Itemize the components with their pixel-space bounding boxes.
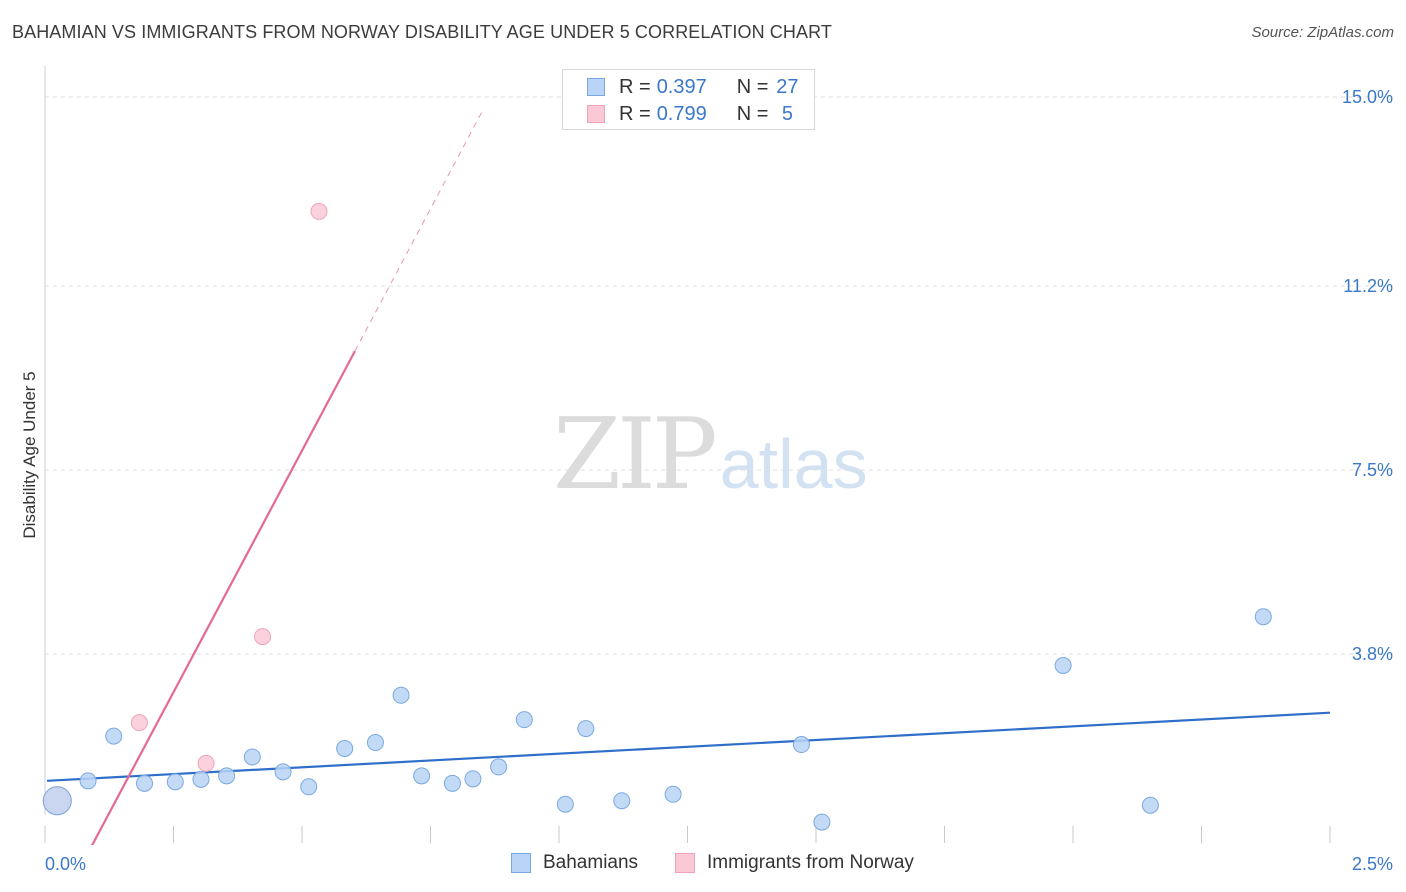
point-bahamians bbox=[79, 772, 97, 790]
point-bahamians bbox=[464, 770, 482, 788]
point-bahamians bbox=[218, 767, 236, 785]
tick-label-layer: 3.8% 7.5% 11.2% 15.0% 0.0% 2.5% bbox=[45, 87, 1393, 874]
point-bahamians bbox=[413, 767, 431, 785]
point-bahamians bbox=[556, 795, 574, 813]
point-norway bbox=[197, 754, 215, 772]
y-tick-label: 11.2% bbox=[1343, 276, 1393, 296]
watermark-zip: ZIP bbox=[553, 398, 718, 512]
trend-line-norway bbox=[90, 350, 356, 845]
trend-line-bahamians bbox=[46, 711, 1331, 782]
point-bahamians bbox=[42, 786, 72, 816]
n-value-bahamians: 27 bbox=[776, 75, 799, 98]
point-norway bbox=[310, 202, 328, 220]
point-bahamians bbox=[166, 773, 184, 791]
watermark: ZIPatlas bbox=[553, 398, 868, 512]
point-bahamians bbox=[1141, 796, 1159, 814]
x-tick-label: 2.5% bbox=[1352, 854, 1393, 874]
point-bahamians bbox=[300, 778, 318, 796]
y-tick-label: 15.0% bbox=[1342, 87, 1393, 107]
n-value-norway: 5 bbox=[781, 102, 793, 125]
point-bahamians bbox=[366, 734, 384, 752]
point-bahamians bbox=[243, 748, 261, 766]
legend-item-bahamians[interactable]: Bahamians bbox=[511, 852, 638, 874]
correlation-legend: R = 0.397 N = 27 R = 0.799 N = 5 bbox=[562, 69, 815, 130]
chart-title: BAHAMIAN VS IMMIGRANTS FROM NORWAY DISAB… bbox=[12, 22, 832, 42]
point-bahamians bbox=[1054, 656, 1072, 674]
point-bahamians bbox=[1254, 608, 1272, 626]
point-bahamians bbox=[192, 770, 210, 788]
point-bahamians bbox=[274, 763, 292, 781]
x-tick-label: 0.0% bbox=[45, 854, 86, 874]
point-bahamians bbox=[443, 774, 461, 792]
watermark-atlas: atlas bbox=[719, 425, 868, 503]
point-norway bbox=[130, 714, 148, 732]
series-legend: Bahamians Immigrants from Norway bbox=[0, 852, 1406, 878]
axis-layer bbox=[44, 66, 1331, 843]
legend-row-norway: R = 0.799 N = 5 bbox=[587, 102, 800, 126]
legend-swatch-blue bbox=[587, 78, 605, 96]
point-bahamians bbox=[577, 720, 595, 738]
point-bahamians bbox=[813, 813, 831, 831]
r-value-bahamians: 0.397 bbox=[656, 75, 707, 98]
legend-swatch-pink bbox=[587, 105, 605, 123]
point-bahamians bbox=[613, 792, 631, 810]
legend-swatch-norway bbox=[675, 853, 695, 873]
point-layer bbox=[42, 202, 1272, 831]
r-value-norway: 0.799 bbox=[656, 102, 707, 125]
source-label: Source: ZipAtlas.com bbox=[1251, 24, 1394, 41]
point-bahamians bbox=[792, 736, 810, 754]
trend-line-norway-extension bbox=[354, 109, 484, 352]
point-bahamians bbox=[664, 785, 682, 803]
point-bahamians bbox=[136, 774, 154, 792]
y-tick-label: 7.5% bbox=[1352, 460, 1393, 480]
point-bahamians bbox=[392, 686, 410, 704]
y-tick-label: 3.8% bbox=[1352, 644, 1393, 664]
point-bahamians bbox=[515, 711, 533, 729]
point-norway bbox=[254, 628, 272, 646]
point-bahamians bbox=[336, 740, 354, 758]
legend-row-bahamians: R = 0.397 N = 27 bbox=[587, 75, 800, 99]
y-axis-label: Disability Age Under 5 bbox=[20, 371, 39, 539]
legend-swatch-bahamians bbox=[511, 853, 531, 873]
trend-layer bbox=[46, 109, 1331, 845]
point-bahamians bbox=[105, 727, 123, 745]
legend-item-norway[interactable]: Immigrants from Norway bbox=[675, 852, 914, 874]
point-bahamians bbox=[490, 758, 508, 776]
grid-layer bbox=[45, 96, 1395, 655]
